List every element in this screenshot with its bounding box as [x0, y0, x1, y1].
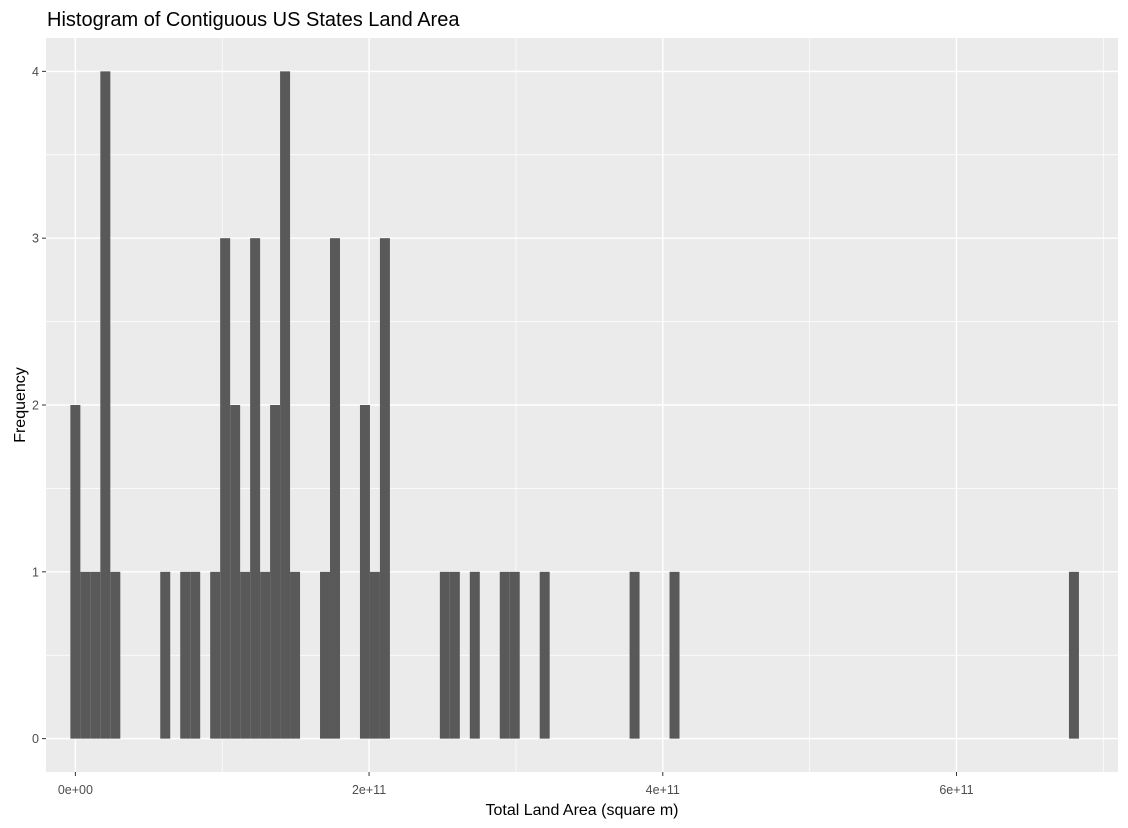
histogram-bar	[100, 71, 111, 739]
y-tick-label: 2	[32, 399, 39, 413]
histogram-bar	[220, 238, 231, 739]
y-tick-label: 3	[32, 232, 39, 246]
histogram-bar	[260, 571, 271, 739]
histogram-bar	[439, 571, 450, 739]
histogram-bar	[469, 571, 480, 739]
histogram-bar	[1068, 571, 1079, 739]
histogram-bar	[270, 405, 281, 739]
histogram-bar	[180, 571, 191, 739]
histogram-bar	[369, 571, 380, 739]
x-tick-label: 0e+00	[58, 783, 93, 797]
histogram-bars	[70, 71, 1079, 739]
histogram-bar	[669, 571, 680, 739]
histogram-bar	[499, 571, 510, 739]
histogram-bar	[320, 571, 331, 739]
histogram-bar	[379, 238, 390, 739]
histogram-bar	[280, 71, 291, 739]
y-axis-ticks: 0 1 2 3 4	[32, 65, 46, 746]
histogram-bar	[330, 238, 340, 739]
x-tick-label: 2e+11	[352, 783, 386, 797]
histogram-bar	[509, 571, 520, 739]
chart-title: Histogram of Contiguous US States Land A…	[47, 9, 460, 31]
x-axis-title: Total Land Area (square m)	[486, 802, 679, 819]
x-axis-ticks: 0e+00 2e+11 4e+11 6e+11	[58, 772, 974, 797]
histogram-bar	[629, 571, 640, 739]
histogram-bar	[290, 571, 301, 739]
histogram-bar	[110, 571, 121, 739]
x-tick-label: 6e+11	[939, 783, 973, 797]
histogram-bar	[539, 571, 550, 739]
histogram-bar	[240, 571, 251, 739]
y-tick-label: 4	[32, 65, 39, 79]
histogram-bar	[90, 571, 101, 739]
histogram-bar	[230, 405, 241, 739]
y-tick-label: 0	[32, 732, 39, 746]
histogram-bar	[160, 571, 171, 739]
x-tick-label: 4e+11	[646, 783, 680, 797]
histogram-bar	[250, 238, 261, 739]
histogram-bar	[190, 571, 201, 739]
histogram-bar	[70, 405, 81, 739]
histogram-bar	[449, 571, 460, 739]
histogram-bar	[359, 405, 370, 739]
histogram-bar	[80, 571, 91, 739]
histogram-bar	[210, 571, 221, 739]
y-tick-label: 1	[32, 565, 39, 579]
y-axis-title: Frequency	[12, 367, 29, 443]
